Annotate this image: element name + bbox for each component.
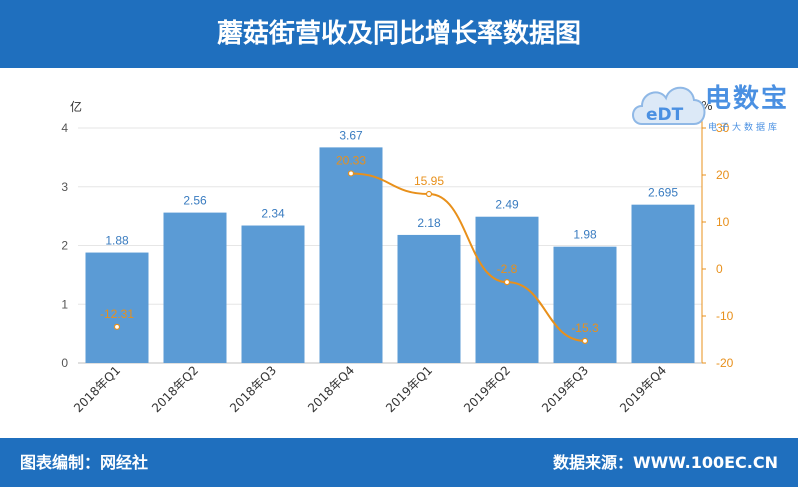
- y-tick-label: 1: [61, 297, 68, 311]
- cloud-icon: eDT: [632, 86, 706, 125]
- bar: [85, 252, 149, 363]
- growth-value-label: -12.31: [100, 307, 134, 321]
- y-tick-label: 0: [61, 356, 68, 370]
- chart-title: 蘑菇街营收及同比增长率数据图: [216, 19, 581, 49]
- y2-tick-label: 20: [716, 168, 730, 182]
- footer-source: 数据来源：WWW.100EC.CN: [552, 453, 778, 472]
- y-axis-label: 亿: [70, 99, 82, 114]
- y2-tick-label: 10: [716, 215, 730, 229]
- y2-tick-label: -10: [716, 309, 734, 323]
- growth-point: [581, 337, 589, 345]
- x-tick-label: 2018年Q2: [149, 363, 201, 415]
- x-tick-label: 2018年Q4: [305, 363, 357, 415]
- bar-value-label: 1.98: [573, 228, 597, 242]
- growth-point: [425, 190, 433, 198]
- growth-value-label: -2.8: [497, 262, 518, 276]
- footer-bar: 图表编制：网经社 数据来源：WWW.100EC.CN: [0, 438, 798, 487]
- bar-value-label: 2.695: [648, 186, 678, 200]
- bar-value-label: 2.49: [495, 198, 519, 212]
- y2-tick-label: 0: [716, 262, 723, 276]
- x-tick-label: 2019年Q4: [617, 363, 669, 415]
- header-bar: 蘑菇街营收及同比增长率数据图: [0, 0, 798, 68]
- footer-credit: 图表编制：网经社: [20, 453, 149, 472]
- growth-point: [347, 170, 355, 177]
- x-tick-label: 2018年Q3: [227, 363, 279, 415]
- bar: [553, 246, 617, 363]
- dianshubao-logo: eDT 电数宝 电子大数据库: [630, 72, 795, 134]
- y2-tick-label: 30: [716, 121, 730, 135]
- x-tick-label: 2019年Q1: [383, 363, 435, 415]
- bar-value-label: 1.88: [105, 234, 129, 248]
- chart-area: 0 1 2 3 4亿 -20 -10 0 10 20 30% 1.88 2018年Q1 2.56 2018年…: [61, 99, 734, 415]
- y-tick-label: 4: [61, 121, 68, 135]
- bar: [319, 147, 383, 363]
- y-tick-label: 2: [61, 239, 68, 253]
- growth-line: [350, 172, 586, 342]
- growth-point: [113, 323, 121, 330]
- bar: [631, 204, 695, 363]
- y2-axis-label: %: [701, 99, 712, 113]
- growth-value-label: -15.3: [571, 321, 599, 335]
- logo-name: 电数宝: [705, 84, 790, 114]
- growth-value-label: 20.33: [336, 153, 366, 167]
- bar-value-label: 2.56: [183, 194, 207, 208]
- logo-subtitle: 电子大数据库: [708, 123, 781, 133]
- bar: [397, 234, 461, 363]
- bar: [163, 212, 227, 363]
- growth-value-label: 15.95: [414, 174, 444, 188]
- x-tick-label: 2018年Q1: [71, 363, 123, 415]
- bar-value-label: 2.18: [417, 216, 441, 230]
- bar: [241, 225, 305, 363]
- x-tick-label: 2019年Q2: [461, 363, 513, 415]
- bar-value-label: 2.34: [261, 207, 285, 221]
- growth-point: [503, 279, 511, 286]
- x-tick-label: 2019年Q3: [539, 363, 591, 415]
- y2-tick-label: -20: [716, 356, 734, 370]
- logo-mark: eDT: [646, 105, 684, 125]
- bar-value-label: 3.67: [339, 128, 363, 142]
- y-tick-label: 3: [61, 180, 68, 194]
